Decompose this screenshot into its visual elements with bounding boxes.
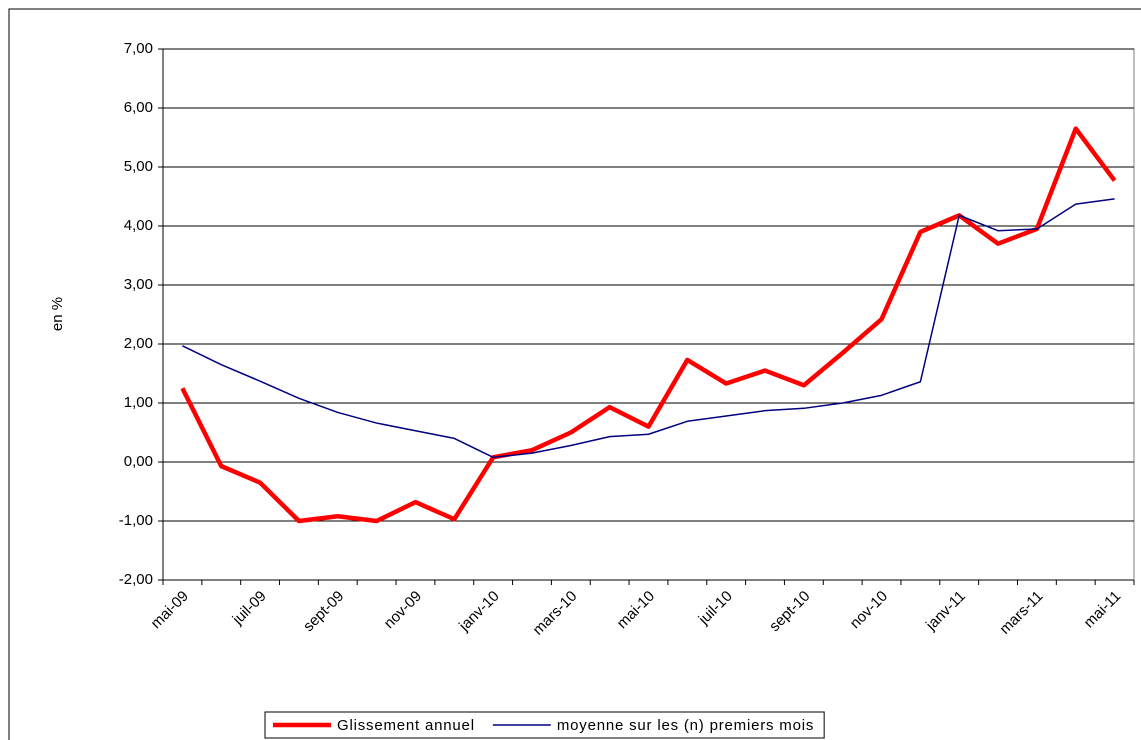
- x-tick-label: mars-10: [530, 588, 581, 639]
- series-line: [182, 198, 1115, 459]
- x-tick-label: janv-10: [455, 588, 503, 636]
- chart-frame: [8, 8, 1141, 740]
- y-tick-label: 4,00: [124, 217, 153, 234]
- x-tick-label: mai-11: [1081, 588, 1125, 632]
- x-tick-label: mars-11: [996, 588, 1046, 638]
- plot-area: [162, 48, 1135, 581]
- x-tick-label: nov-10: [847, 588, 891, 632]
- y-tick-label: 3,00: [124, 276, 153, 293]
- x-tick-label: janv-11: [922, 588, 969, 635]
- x-tick-label: mai-09: [148, 588, 192, 632]
- y-axis-label: en %: [49, 297, 66, 331]
- y-tick-label: 6,00: [124, 99, 153, 116]
- y-tick-label: 1,00: [124, 394, 153, 411]
- y-tick-label: -2,00: [119, 571, 153, 588]
- legend-label: moyenne sur les (n) premiers mois: [557, 717, 814, 734]
- y-tick-label: 2,00: [124, 335, 153, 352]
- x-tick-label: nov-09: [381, 588, 425, 632]
- x-tick-label: mai-10: [614, 588, 658, 632]
- y-tick-label: 5,00: [124, 158, 153, 175]
- legend-label: Glissement annuel: [337, 717, 475, 734]
- x-tick-label: sept-09: [300, 588, 347, 635]
- x-tick-label: juil-09: [229, 588, 270, 629]
- y-tick-label: -1,00: [119, 512, 153, 529]
- x-tick-label: juil-10: [695, 588, 736, 629]
- y-tick-label: 7,00: [124, 40, 153, 57]
- y-tick-label: 0,00: [124, 453, 153, 470]
- x-tick-label: sept-10: [766, 588, 813, 635]
